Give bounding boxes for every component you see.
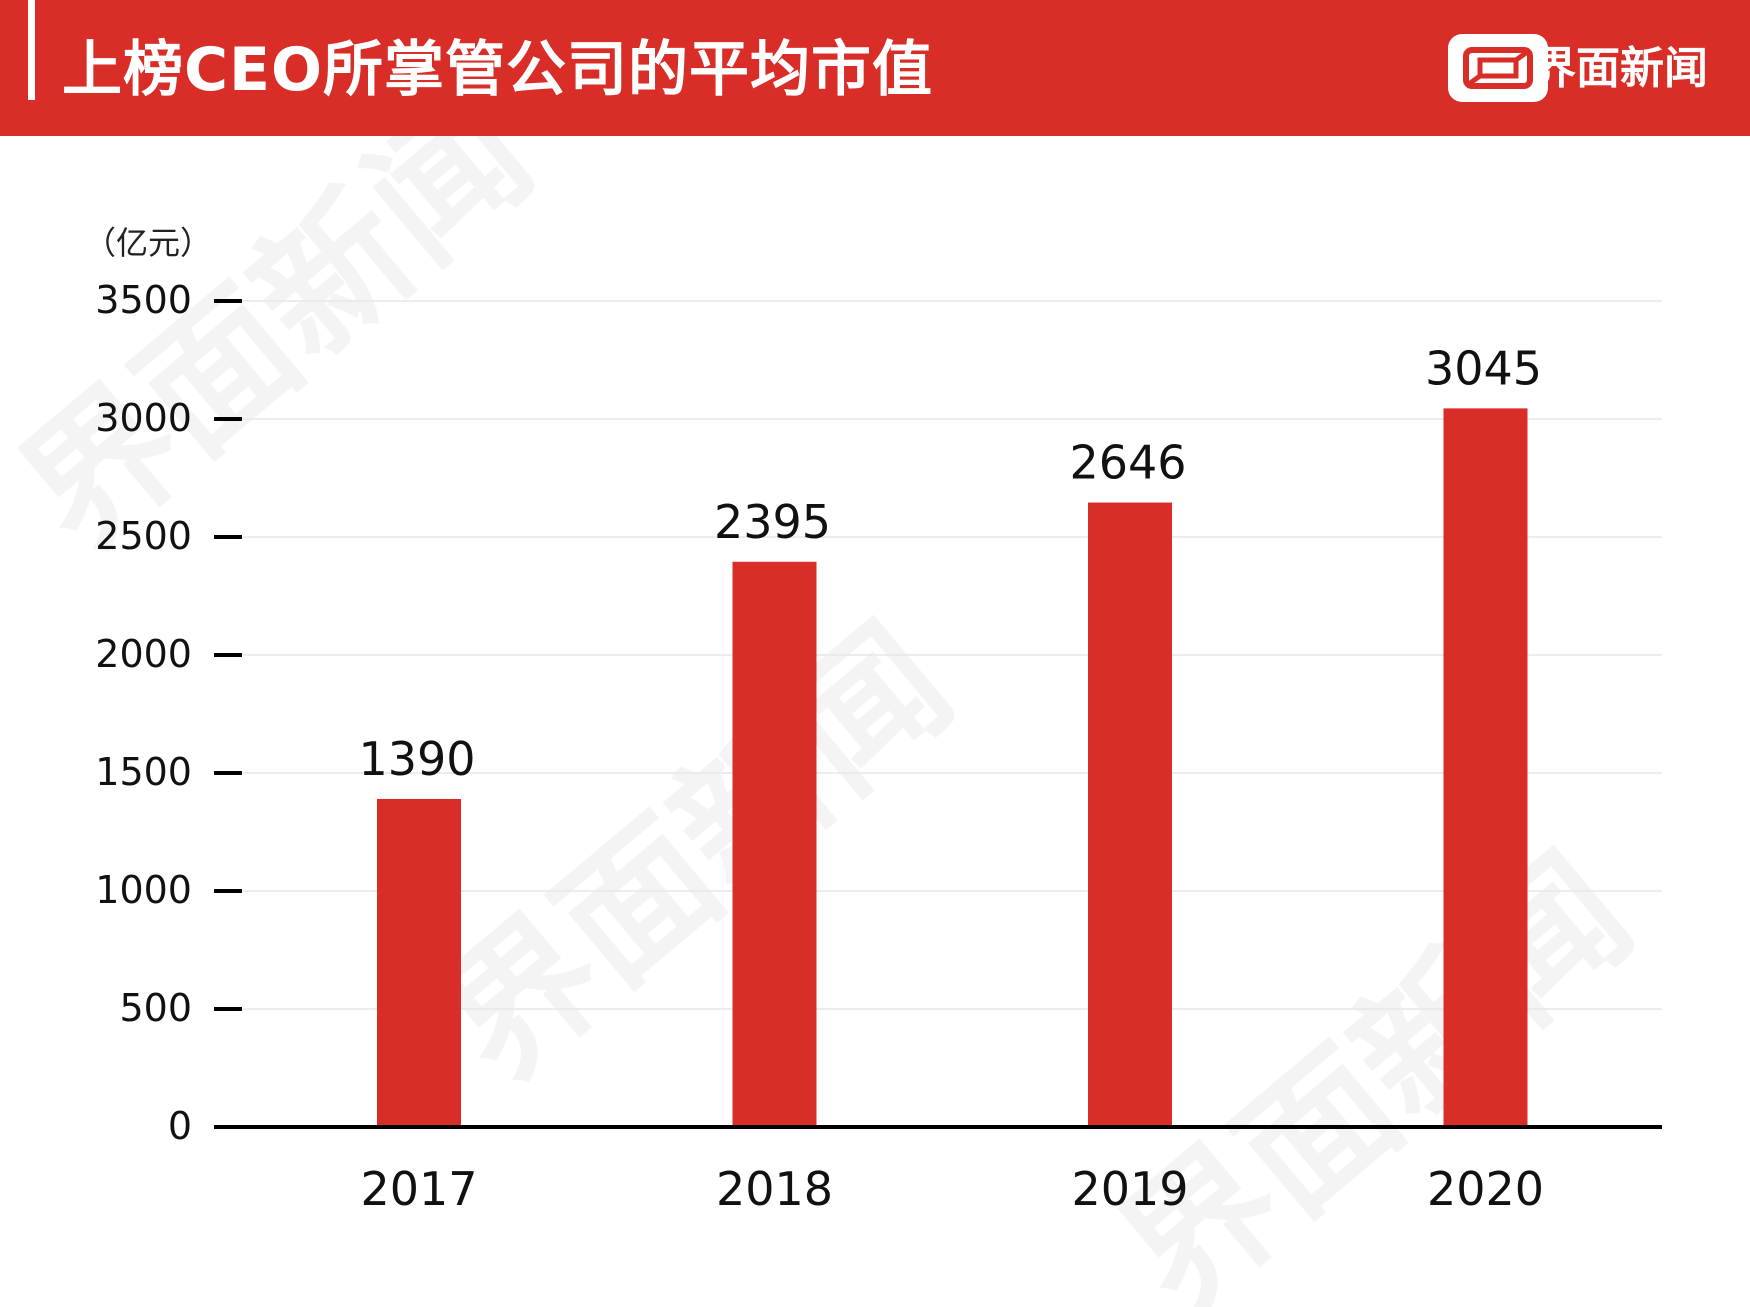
- y-tick-label: 1500: [95, 750, 192, 794]
- y-tick-label: 2500: [95, 514, 192, 558]
- y-tick-label: 0: [168, 1104, 192, 1148]
- y-tick-label: 500: [119, 986, 192, 1030]
- header-bar: 上榜CEO所掌管公司的平均市值 界面新闻: [0, 0, 1750, 136]
- x-tick-label-2020: 2020: [1427, 1162, 1544, 1216]
- bars: [377, 408, 1528, 1127]
- data-label-2017: 1390: [358, 732, 475, 786]
- x-axis: 2017 2018 2019 2020: [214, 1125, 1662, 1216]
- brand-logo-icon: [1448, 34, 1548, 102]
- brand-logo-mark-icon: [1463, 47, 1533, 89]
- bar-chart: 界面新闻 界面新闻 界面新闻 （亿元） 1390 2395 2646 3045 0 50…: [0, 136, 1663, 1307]
- chart-title: 上榜CEO所掌管公司的平均市值: [62, 35, 934, 105]
- x-tick-label-2017: 2017: [360, 1162, 477, 1216]
- y-tick-label: 2000: [95, 632, 192, 676]
- header-accent-rule: [28, 0, 35, 100]
- watermark-layer: 界面新闻 界面新闻 界面新闻: [0, 136, 1663, 1307]
- watermark-text-3: 界面新闻: [1091, 825, 1662, 1307]
- y-axis-unit-label: （亿元）: [84, 224, 212, 262]
- x-tick-label-2019: 2019: [1071, 1162, 1188, 1216]
- x-tick-label-2018: 2018: [716, 1162, 833, 1216]
- bar-2017: [377, 798, 461, 1127]
- watermark-text-2: 界面新闻: [411, 595, 982, 1114]
- data-label-2019: 2646: [1069, 436, 1186, 490]
- bar-2018: [732, 561, 817, 1127]
- data-label-2018: 2395: [714, 495, 831, 549]
- y-tick-label: 3500: [95, 278, 192, 322]
- brand-name: 界面新闻: [1532, 43, 1708, 94]
- y-tick-label: 1000: [95, 868, 192, 912]
- data-label-2020: 3045: [1425, 341, 1542, 395]
- bar-2019: [1088, 502, 1172, 1127]
- y-tick-label: 3000: [95, 396, 192, 440]
- data-labels: 1390 2395 2646 3045: [358, 341, 1542, 786]
- bar-2020: [1443, 408, 1528, 1127]
- watermark-text-1: 界面新闻: [0, 136, 563, 584]
- gridlines: [240, 300, 1662, 1010]
